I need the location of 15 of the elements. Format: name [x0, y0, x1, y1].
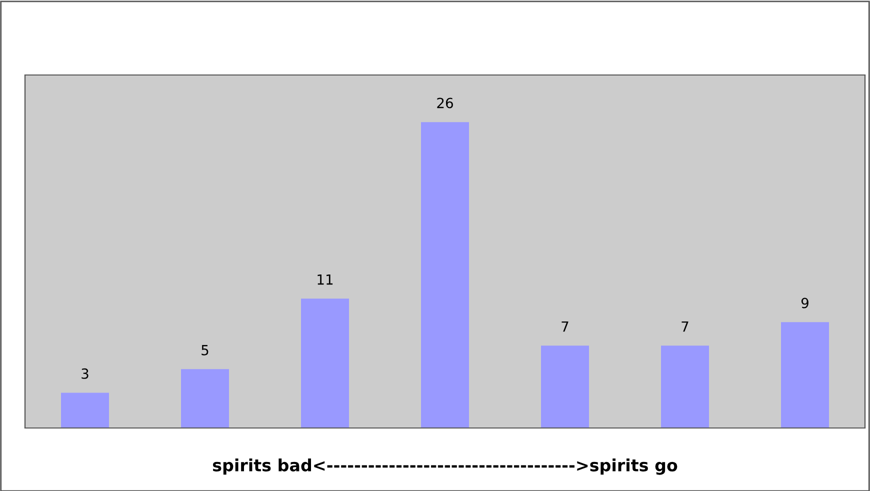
- data-label: 11: [318, 274, 333, 285]
- bar: [781, 322, 829, 428]
- data-label: 3: [82, 368, 88, 379]
- bar: [301, 298, 349, 428]
- data-label: 9: [801, 298, 808, 308]
- bar: [541, 346, 589, 428]
- data-label: 26: [437, 98, 453, 108]
- data-label: 7: [682, 322, 688, 332]
- data-label: 7: [562, 322, 568, 332]
- bar: [181, 369, 229, 428]
- bar: [61, 392, 109, 428]
- bar: [661, 346, 709, 428]
- bar: [421, 122, 469, 428]
- data-label: 5: [202, 345, 208, 356]
- x-axis-title: spirits bad<------------------------------------>spirits go: [212, 458, 678, 475]
